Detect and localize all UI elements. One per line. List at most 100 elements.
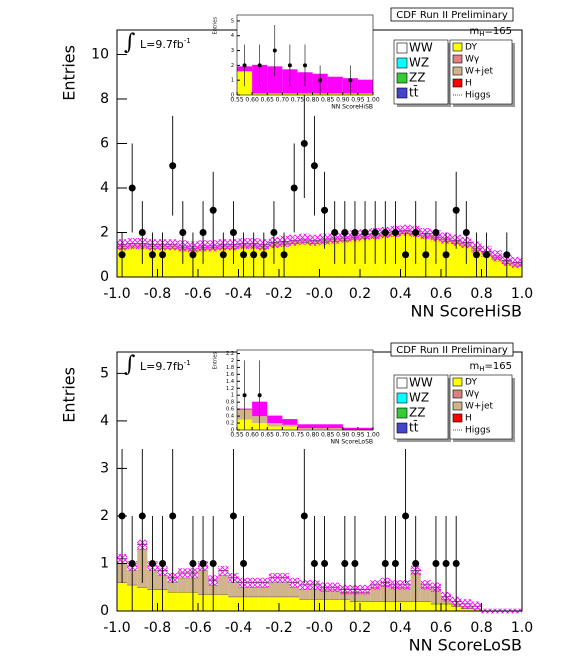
histogram-bin: [342, 428, 358, 430]
histogram-bin: [258, 596, 269, 611]
legend-swatch: [396, 392, 408, 404]
data-point: [138, 228, 146, 236]
mass-sub: H: [479, 365, 484, 373]
mass-rest: =165: [485, 361, 512, 372]
legend-label: WW: [409, 376, 433, 390]
data-point: [300, 512, 308, 520]
legend-label: tt̄: [409, 85, 419, 99]
legend-swatch: [396, 57, 408, 69]
histogram-bin: [289, 243, 300, 277]
legend-label: ZZ: [409, 71, 425, 85]
legend-label: W+jet: [465, 402, 493, 412]
x-tick-label: 0.6: [430, 286, 452, 302]
histogram-bin: [279, 596, 290, 611]
x-tick-label: -0.2: [265, 620, 292, 636]
histogram-bin: [420, 587, 431, 602]
x-tick-label: -0.6: [184, 286, 211, 302]
x-tick-label: -0.0: [306, 620, 333, 636]
legend-swatch: [396, 422, 408, 434]
lumi-integral: ∫: [124, 352, 136, 377]
data-point: [148, 251, 156, 259]
data-point: [442, 251, 450, 259]
y-tick-label: 2: [100, 508, 109, 524]
histogram-bin: [327, 93, 343, 95]
axes-frame: [236, 14, 374, 96]
y-tick-label: 1.2: [226, 386, 234, 392]
data-point: [402, 512, 410, 520]
histogram-bin: [329, 589, 340, 600]
data-point: [503, 251, 511, 259]
y-tick-label: 0: [231, 428, 234, 434]
y-tick-label: 0.4: [226, 414, 234, 420]
y-tick-label: 0: [100, 269, 109, 285]
data-point: [341, 559, 349, 567]
x-axis-label: NN ScoreLoSB: [409, 636, 522, 655]
uncertainty-band: [177, 568, 188, 578]
legend-label: tt̄: [409, 420, 419, 434]
y-axis-label: Entries: [60, 367, 79, 423]
histogram-bin: [297, 424, 313, 429]
chart-title: CDF Run II Preliminary: [396, 345, 508, 356]
histogram-bin: [327, 424, 343, 429]
data-point: [432, 559, 440, 567]
data-point: [351, 228, 359, 236]
mass-sub: H: [479, 30, 484, 38]
legend-label: WZ: [409, 391, 429, 405]
title-box: [390, 342, 514, 357]
data-point: [381, 559, 389, 567]
x-tick-label: 0.70: [276, 432, 290, 439]
histogram-bin: [370, 601, 381, 611]
data-point: [483, 251, 491, 259]
data-point: [118, 512, 126, 520]
data-point: [189, 251, 197, 259]
data-point: [189, 559, 197, 567]
legend-label: Higgs: [465, 426, 491, 436]
histogram-bin: [127, 246, 138, 277]
uncertainty-band: [299, 580, 310, 590]
data-point: [128, 559, 136, 567]
uncertainty-band: [329, 582, 340, 592]
y-tick-label: 10: [91, 46, 109, 62]
y-tick-label: 1.8: [226, 365, 234, 371]
chart-title: CDF Run II Preliminary: [396, 10, 508, 21]
histogram-bin: [491, 259, 502, 277]
histogram-bin: [208, 249, 219, 277]
data-point: [229, 512, 237, 520]
data-point: [371, 228, 379, 236]
data-point: [179, 228, 187, 236]
y-tick-label: 3: [231, 48, 234, 54]
data-point: [402, 251, 410, 259]
data-point: [287, 63, 292, 68]
x-tick-label: 0.80: [306, 97, 320, 104]
data-point: [118, 251, 126, 259]
data-point: [159, 251, 167, 259]
y-tick-label: 5: [231, 18, 234, 24]
data-point: [318, 78, 323, 83]
x-tick-label: -0.8: [144, 620, 171, 636]
data-point: [391, 228, 399, 236]
legend-swatch: [452, 389, 463, 399]
data-point: [229, 228, 237, 236]
y-tick-label: 5: [100, 365, 109, 381]
histogram-bin: [268, 582, 279, 597]
data-point: [462, 228, 470, 236]
legend-swatch: [452, 377, 463, 387]
lumi-text: L=9.7fb: [140, 38, 184, 51]
x-tick-label: 0.75: [291, 97, 305, 104]
y-tick-label: 1.6: [226, 372, 234, 378]
histogram-bin: [297, 428, 313, 430]
histogram-bin: [258, 587, 269, 597]
histogram-bin: [329, 599, 340, 611]
data-point: [412, 559, 420, 567]
histogram-bin: [360, 601, 371, 611]
x-tick-label: -0.8: [144, 286, 171, 302]
data-point: [257, 63, 262, 68]
data-point: [199, 559, 207, 567]
x-tick-label: -0.0: [306, 286, 333, 302]
histogram-bin: [268, 596, 279, 611]
data-point: [242, 393, 247, 398]
uncertainty-band: [471, 601, 482, 611]
histogram-bin: [282, 93, 298, 95]
data-point: [331, 228, 339, 236]
data-point: [452, 206, 460, 214]
